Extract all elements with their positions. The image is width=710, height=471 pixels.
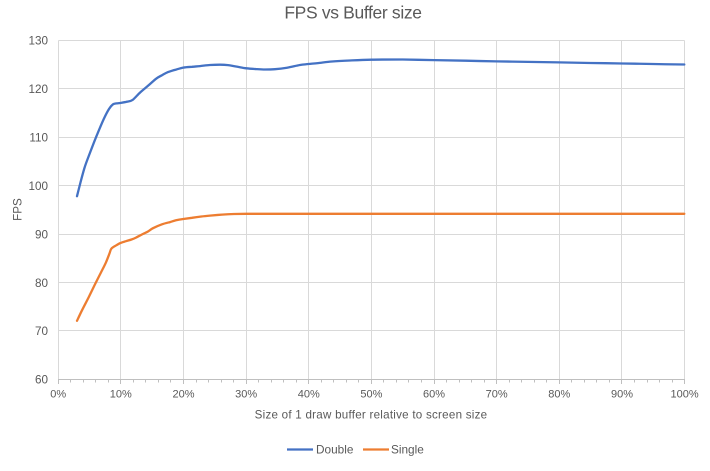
svg-text:FPS: FPS bbox=[12, 198, 25, 221]
svg-text:130: 130 bbox=[28, 35, 48, 48]
svg-text:20%: 20% bbox=[172, 389, 194, 401]
svg-text:Single: Single bbox=[391, 443, 424, 457]
svg-text:FPS vs Buffer size: FPS vs Buffer size bbox=[284, 3, 421, 23]
svg-text:90%: 90% bbox=[611, 389, 633, 401]
svg-text:90: 90 bbox=[35, 228, 49, 241]
svg-text:80: 80 bbox=[35, 277, 49, 290]
svg-text:70: 70 bbox=[35, 325, 49, 338]
svg-text:60: 60 bbox=[35, 374, 49, 387]
svg-text:100%: 100% bbox=[671, 389, 699, 401]
svg-text:50%: 50% bbox=[360, 389, 382, 401]
svg-text:120: 120 bbox=[28, 83, 48, 96]
svg-text:30%: 30% bbox=[235, 389, 257, 401]
svg-text:60%: 60% bbox=[423, 389, 445, 401]
svg-text:10%: 10% bbox=[110, 389, 132, 401]
svg-text:0%: 0% bbox=[50, 389, 66, 401]
svg-text:40%: 40% bbox=[298, 389, 320, 401]
svg-text:Double: Double bbox=[316, 443, 354, 457]
svg-text:110: 110 bbox=[29, 131, 48, 144]
svg-text:Size of 1 draw buffer relative: Size of 1 draw buffer relative to screen… bbox=[255, 408, 488, 421]
svg-text:100: 100 bbox=[28, 180, 48, 193]
svg-text:70%: 70% bbox=[486, 389, 508, 401]
svg-text:80%: 80% bbox=[548, 389, 570, 401]
